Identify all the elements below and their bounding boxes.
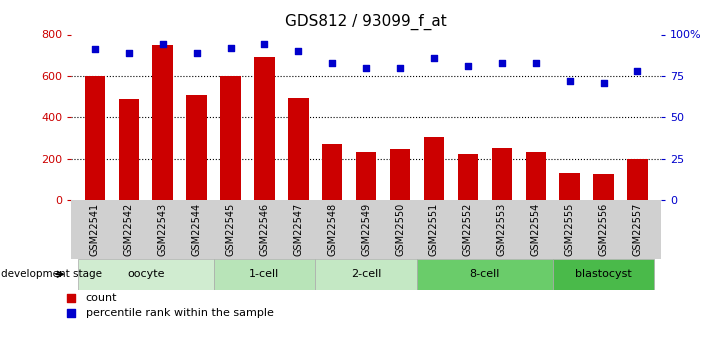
Bar: [315, 259, 417, 290]
Text: 1-cell: 1-cell: [250, 269, 279, 279]
Text: GSM22557: GSM22557: [633, 203, 643, 256]
Point: [462, 63, 474, 69]
Text: GSM22556: GSM22556: [599, 203, 609, 256]
Bar: [390, 149, 410, 200]
Point: [530, 60, 542, 66]
Point: [395, 65, 406, 70]
Point: [123, 50, 134, 56]
Point: [259, 42, 270, 47]
Text: GSM22548: GSM22548: [327, 203, 337, 256]
Bar: [627, 159, 648, 200]
Text: GSM22551: GSM22551: [429, 203, 439, 256]
Text: GSM22543: GSM22543: [158, 203, 168, 256]
Bar: [213, 259, 315, 290]
Text: GSM22546: GSM22546: [260, 203, 269, 256]
Point: [225, 45, 236, 50]
Point: [360, 91, 372, 96]
Point: [360, 232, 372, 237]
Bar: [220, 76, 241, 200]
Bar: [152, 45, 173, 200]
Text: GSM22555: GSM22555: [565, 203, 574, 256]
Point: [89, 47, 100, 52]
Point: [157, 42, 169, 47]
Bar: [288, 98, 309, 200]
Text: GSM22552: GSM22552: [463, 203, 473, 256]
Text: GSM22545: GSM22545: [225, 203, 235, 256]
Bar: [560, 173, 580, 200]
Text: GSM22544: GSM22544: [191, 203, 202, 256]
Bar: [552, 259, 654, 290]
Point: [496, 60, 508, 66]
Bar: [417, 259, 552, 290]
Text: GSM22547: GSM22547: [294, 203, 304, 256]
Text: blastocyst: blastocyst: [575, 269, 632, 279]
Bar: [594, 174, 614, 200]
Point: [564, 78, 575, 83]
Bar: [322, 144, 343, 200]
Point: [191, 50, 202, 56]
Text: GSM22541: GSM22541: [90, 203, 100, 256]
Point: [293, 48, 304, 54]
Bar: [491, 148, 512, 200]
Bar: [186, 95, 207, 200]
Text: GSM22549: GSM22549: [361, 203, 371, 256]
Bar: [525, 152, 546, 200]
Point: [360, 65, 372, 70]
Text: 8-cell: 8-cell: [470, 269, 500, 279]
Bar: [119, 99, 139, 200]
Text: GSM22553: GSM22553: [497, 203, 507, 256]
Text: 2-cell: 2-cell: [351, 269, 381, 279]
Point: [598, 80, 609, 85]
Text: GSM22542: GSM22542: [124, 203, 134, 256]
Text: oocyte: oocyte: [127, 269, 164, 279]
Bar: [424, 137, 444, 200]
Text: count: count: [86, 293, 117, 303]
Bar: [458, 154, 478, 200]
Text: percentile rank within the sample: percentile rank within the sample: [86, 308, 274, 318]
Bar: [85, 76, 105, 200]
Title: GDS812 / 93099_f_at: GDS812 / 93099_f_at: [285, 14, 447, 30]
Bar: [78, 259, 213, 290]
Text: GSM22550: GSM22550: [395, 203, 405, 256]
Point: [428, 55, 439, 60]
Point: [326, 60, 338, 66]
Point: [632, 68, 643, 74]
Text: development stage: development stage: [1, 269, 102, 279]
Bar: [255, 57, 274, 200]
Text: GSM22554: GSM22554: [530, 203, 541, 256]
Bar: [356, 152, 376, 200]
